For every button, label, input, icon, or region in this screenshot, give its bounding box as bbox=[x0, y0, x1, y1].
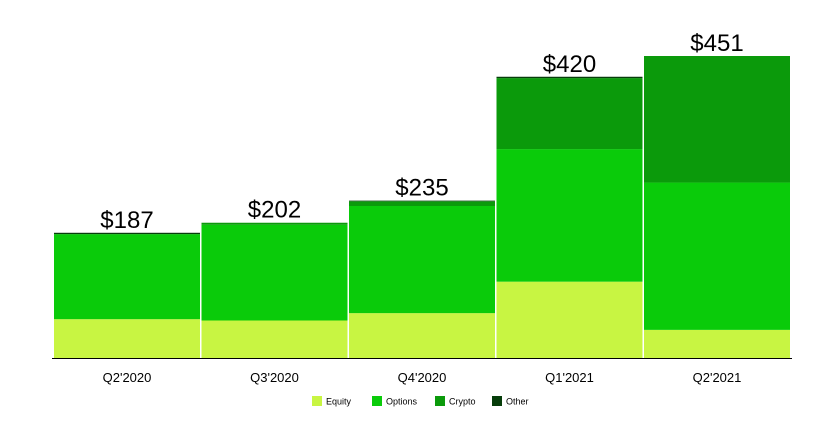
total-label-2: $202 bbox=[248, 197, 301, 224]
legend-label-crypto: Crypto bbox=[449, 397, 476, 407]
category-label-4: Q1'2021 bbox=[545, 370, 594, 385]
total-labels-group: $187 $202 $235 $420 $451 bbox=[100, 30, 743, 234]
category-label-2: Q3'2020 bbox=[250, 370, 299, 385]
bar-segment-equity-2 bbox=[201, 320, 348, 358]
bar-segment-crypto-5 bbox=[644, 56, 790, 183]
legend: Equity Options Crypto Other bbox=[312, 396, 529, 407]
category-label-3: Q4'2020 bbox=[398, 370, 447, 385]
total-label-4: $420 bbox=[543, 51, 596, 78]
legend-label-other: Other bbox=[506, 397, 529, 407]
bar-segment-other-3 bbox=[349, 200, 495, 202]
bar-segment-equity-3 bbox=[349, 313, 495, 358]
legend-swatch-crypto bbox=[435, 396, 445, 406]
bar-segment-options-4 bbox=[496, 149, 643, 282]
bar-segment-equity-5 bbox=[644, 329, 790, 358]
bar-segment-options-3 bbox=[349, 205, 495, 314]
legend-label-equity: Equity bbox=[326, 397, 352, 407]
category-label-5: Q2'2021 bbox=[693, 370, 742, 385]
bar-segment-crypto-4 bbox=[496, 78, 643, 150]
bar-segment-crypto-3 bbox=[349, 201, 495, 206]
category-label-1: Q2'2020 bbox=[103, 370, 152, 385]
bar-segment-equity-4 bbox=[496, 281, 643, 358]
legend-swatch-options bbox=[372, 396, 382, 406]
total-label-3: $235 bbox=[395, 175, 448, 202]
bar-segment-options-1 bbox=[54, 234, 200, 320]
bars-group bbox=[54, 56, 790, 358]
bar-segment-other-1 bbox=[54, 232, 200, 235]
bar-segment-equity-1 bbox=[54, 319, 200, 358]
bar-segment-options-5 bbox=[644, 182, 790, 330]
bar-segment-options-2 bbox=[201, 224, 348, 321]
category-labels-group: Q2'2020 Q3'2020 Q4'2020 Q1'2021 Q2'2021 bbox=[103, 370, 742, 385]
legend-label-options: Options bbox=[386, 397, 418, 407]
legend-swatch-equity bbox=[312, 396, 322, 406]
legend-swatch-other bbox=[492, 396, 502, 406]
bar-segment-other-4 bbox=[496, 76, 643, 79]
total-label-1: $187 bbox=[100, 207, 153, 234]
bar-segment-crypto-2 bbox=[201, 222, 348, 225]
total-label-5: $451 bbox=[690, 30, 743, 57]
